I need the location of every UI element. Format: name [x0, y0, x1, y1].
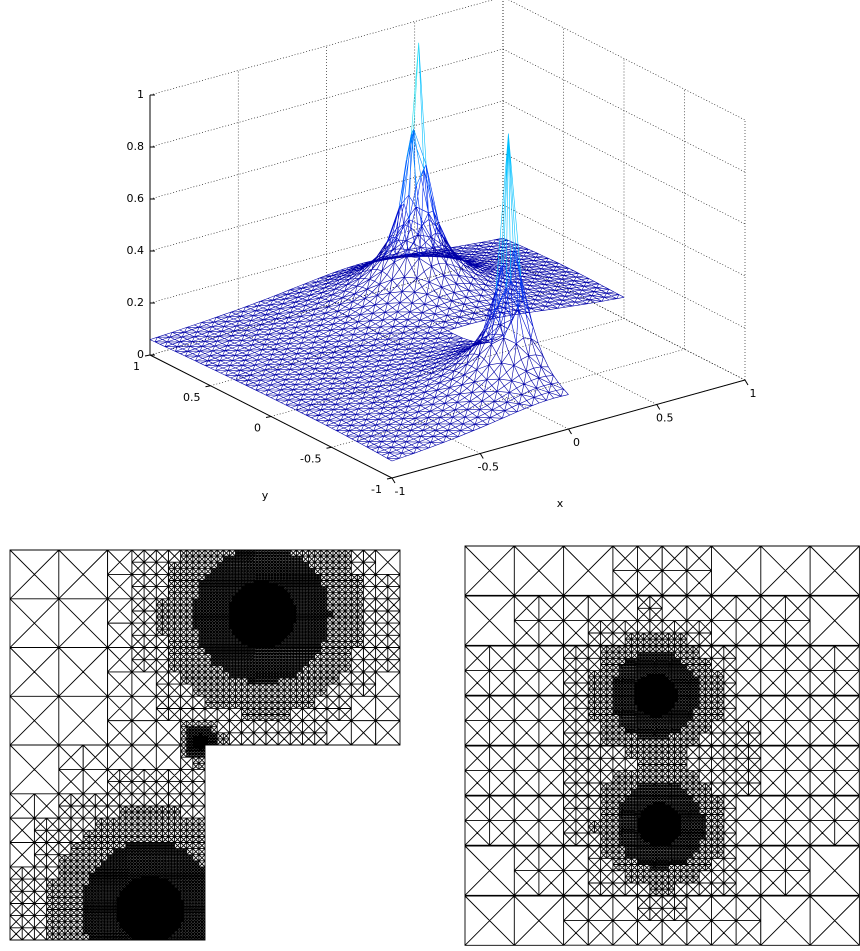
x-tick-label: -0.5	[478, 461, 499, 474]
mesh-left	[9, 549, 401, 941]
tick-mark	[744, 379, 749, 386]
axis-line	[391, 379, 746, 479]
axis-line	[149, 354, 393, 479]
x-tick-label: 0.5	[656, 412, 674, 425]
grid-line	[149, 152, 504, 252]
grid-line	[502, 152, 746, 277]
x-tick-label: 1	[750, 387, 757, 400]
y-tick-label: -0.5	[300, 452, 321, 465]
z-tick-label: 0.4	[127, 244, 145, 257]
grid-line	[149, 256, 504, 356]
tick-mark	[205, 385, 211, 388]
y-tick-label: 1	[133, 360, 140, 373]
surface-mesh	[411, 42, 419, 134]
surface-mesh	[149, 227, 625, 462]
tick-mark	[656, 404, 661, 410]
tick-mark	[386, 477, 393, 480]
tick-mark	[479, 453, 484, 459]
surface-plot: 0 0.2 0.4 0.6 0.8 1 -1 -0.5 0 0.5 1 -1 -0.5 0 0.5 1	[127, 0, 757, 498]
x-axis-label: x	[557, 497, 564, 510]
grid-line	[149, 0, 494, 96]
y-axis-label: y	[262, 489, 269, 502]
x-tick-label: 0	[573, 436, 580, 449]
tick-mark	[568, 428, 572, 435]
surface-mesh	[406, 129, 427, 186]
z-tick-label: 0.6	[127, 192, 145, 205]
mesh-right	[464, 545, 860, 946]
tick-mark	[391, 477, 396, 484]
surface-mesh	[398, 164, 529, 323]
y-tick-label: -1	[371, 483, 382, 496]
grid-line	[210, 287, 564, 387]
tick-mark	[144, 354, 151, 357]
tick-mark	[265, 416, 272, 418]
surface-mesh	[418, 42, 522, 290]
grid-line	[508, 0, 746, 121]
surface-mesh	[398, 129, 522, 288]
y-tick-label: 0	[254, 422, 261, 435]
z-tick-label: 0.2	[127, 296, 145, 309]
grid-line	[414, 281, 657, 405]
z-tick-label: 0	[137, 348, 144, 361]
z-tick-label: 0.8	[127, 140, 145, 153]
x-tick-label: -1	[395, 485, 406, 498]
y-tick-label: 0.5	[183, 391, 201, 404]
z-tick-label: 1	[137, 88, 144, 101]
tick-mark	[326, 446, 332, 449]
